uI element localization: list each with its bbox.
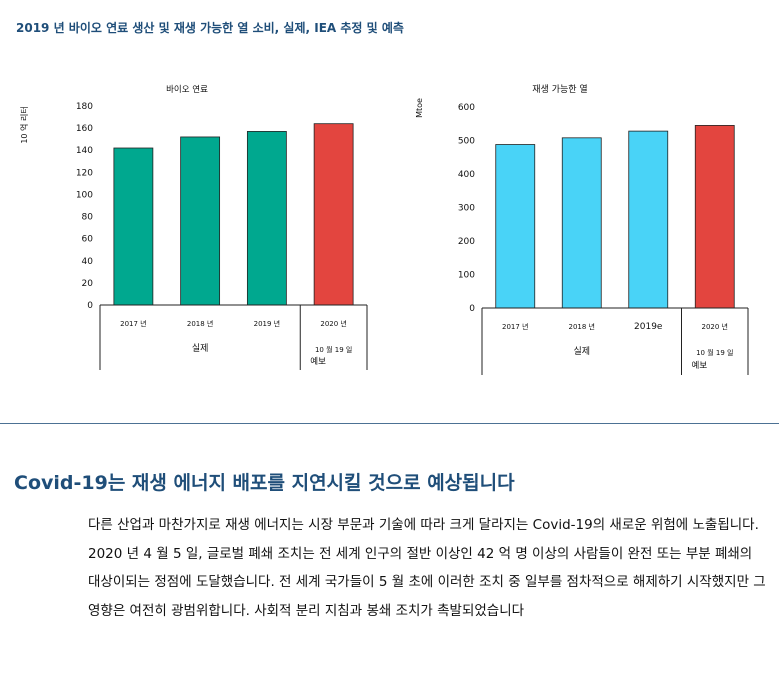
bar-2017 년 [113,147,154,306]
forecast-label: 예보 [310,356,326,367]
section-divider [0,423,779,424]
group-label-actual: 실제 [192,343,209,354]
y-tick-label: 140 [76,146,93,156]
bar-2018 년 [180,136,221,306]
y-tick-label: 600 [458,103,475,113]
forecast-date-label: 10 월 19 일 [315,345,352,354]
bar-2018 년 [561,137,602,309]
x-tick-label: 2020 년 [320,319,346,328]
x-tick-label: 2018 년 [187,319,213,328]
bar-2020 년 [694,125,735,309]
y-tick-label: 100 [76,190,93,200]
x-tick-label: 2017 년 [120,319,146,328]
chart-title: 바이오 연료 [166,84,208,95]
y-tick-label: 120 [76,168,93,178]
y-tick-label: 60 [82,235,94,245]
bar-2019 년 [246,131,287,306]
y-axis-label: 10 억 리터 [19,106,29,143]
forecast-date-label: 10 월 19 일 [696,348,733,357]
y-tick-label: 80 [82,213,94,223]
y-tick-label: 100 [458,271,475,281]
bar-2020 년 [313,123,354,306]
y-tick-label: 40 [82,257,94,267]
y-tick-label: 0 [469,304,475,314]
renewable-heat-chart: 재생 가능한 열 Mtoe 0 100 200 300 400 500 600 2017 년 201… [415,84,749,375]
bar-2017 년 [495,144,536,309]
article-paragraph: 다른 산업과 마찬가지로 재생 에너지는 시장 부문과 기술에 따라 크게 달라… [88,517,766,619]
y-axis-label: Mtoe [415,98,424,118]
y-tick-label: 20 [82,279,94,289]
group-label-actual: 실제 [573,346,590,357]
y-tick-label: 500 [458,137,475,147]
forecast-label: 예보 [692,360,708,371]
x-tick-label: 2018 년 [569,322,595,331]
section-heading: Covid-19는 재생 에너지 배포를 지연시킬 것으로 예상됩니다 [14,472,515,494]
chart-title: 재생 가능한 열 [532,84,587,95]
biofuel-chart: 바이오 연료 10 억 리터 0 20 40 60 80 100 120 140 160 180 201… [19,84,368,370]
y-tick-label: 200 [458,237,475,247]
x-tick-label: 2020 년 [702,322,728,331]
y-tick-label: 400 [458,170,475,180]
y-tick-label: 180 [76,102,93,112]
x-tick-label: 2019 년 [254,319,280,328]
x-tick-label: 2019e [634,322,663,332]
x-tick-label: 2017 년 [502,322,528,331]
y-tick-label: 300 [458,204,475,214]
y-tick-label: 160 [76,124,93,134]
y-tick-label: 0 [87,301,93,311]
figure-title: 2019 년 바이오 연료 생산 및 재생 가능한 열 소비, 실제, IEA … [16,21,404,35]
bar-2019e [628,130,669,309]
